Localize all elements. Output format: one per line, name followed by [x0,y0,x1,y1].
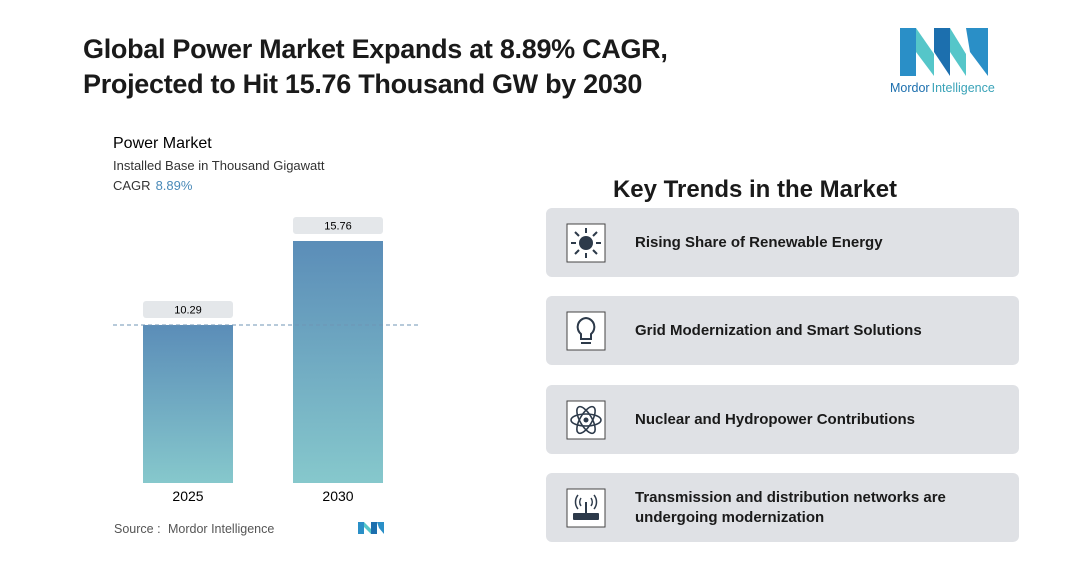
chart: Power Market Installed Base in Thousand … [113,135,418,536]
logo-text: Mordor Intelligence [890,81,995,95]
value-label-box [293,217,383,234]
trend-card: Grid Modernization and Smart Solutions [546,296,1019,365]
bar [293,241,383,483]
title: Global Power Market Expands at 8.89% CAG… [83,32,668,102]
chart-title: Power Market [113,135,212,152]
bar [143,324,233,483]
x-tick-label: 2025 [172,488,203,504]
logo: Mordor Intelligence [890,28,995,95]
source-name: Mordor Intelligence [168,522,274,536]
cagr: CAGR 8.89% [113,178,193,193]
trend-text: Transmission and distribution networks a… [635,488,946,526]
trend-text: Rising Share of Renewable Energy [635,233,883,251]
bulb-icon [566,311,606,351]
value-label: 10.29 [174,304,202,316]
cagr-value: 8.89% [156,178,193,193]
trend-text: Grid Modernization and Smart Solutions [635,321,922,339]
trend-card: Rising Share of Renewable Energy [546,208,1019,277]
router-icon [566,488,606,528]
value-label-box [143,300,233,318]
small-logo [358,522,384,534]
trend-text: Nuclear and Hydropower Contributions [635,410,916,428]
title-line: Projected to Hit 15.76 Thousand GW by 20… [83,69,643,99]
trends-heading: Key Trends in the Market [612,176,898,203]
source-label: Source : [114,522,161,536]
x-tick-label: 2030 [322,488,353,504]
trend-card: Transmission and distribution networks a… [546,473,1019,542]
logo-suffix: Intelligence [932,81,995,95]
value-label: 15.76 [324,221,352,233]
chart-subtitle: Installed Base in Thousand Gigawatt [113,158,325,173]
cagr-label: CAGR [113,178,151,193]
atom-icon [566,400,606,440]
title-line: Global Power Market Expands at 8.89% CAG… [83,34,668,64]
trend-card: Nuclear and Hydropower Contributions [546,385,1019,454]
sun-icon [566,223,606,263]
logo-brand: Mordor [890,81,930,95]
